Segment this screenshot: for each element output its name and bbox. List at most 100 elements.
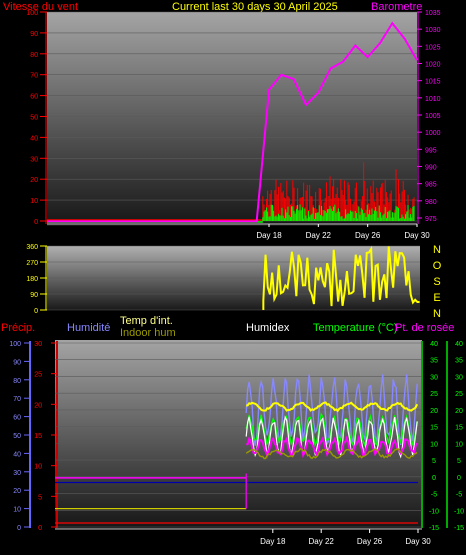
wind-speed-tick-label: 80 (30, 52, 38, 59)
humidex-line (245, 415, 418, 459)
wind-baro-x-axis: Day 18 Day 22 Day 26 Day 30 (47, 223, 430, 240)
wind-speed-tick-label: 50 (30, 115, 38, 122)
humidity-tick-label: 0 (17, 525, 21, 532)
rain-axis: 30 25 20 15 10 5 0 (34, 341, 57, 532)
wind-baro-x-tick-label: Day 18 (256, 231, 282, 240)
rain-tick-label: 25 (34, 372, 42, 379)
compass-label: O (433, 260, 442, 272)
humidity-tick-label: 100 (9, 341, 21, 348)
barometer-label: Barometre (371, 1, 422, 13)
humidity-line (245, 374, 418, 446)
wind-speed-tick-label: 30 (30, 156, 38, 163)
temp-tick-label-left: -5 (431, 492, 437, 499)
barometer-tick-label: 1005 (425, 113, 441, 120)
wind-speed-tick-label: 60 (30, 94, 38, 101)
compass-label: N (433, 308, 441, 320)
temp-tick-label-right: 0 (457, 475, 461, 482)
wind-speed-tick-label: 70 (30, 73, 38, 80)
temp-hum-x-tick-label: Day 22 (309, 537, 335, 546)
temperature-label: Temperature (°C) (313, 322, 397, 334)
wind-speed-tick-label: 20 (30, 177, 38, 184)
barometer-tick-label: 1020 (425, 62, 441, 69)
temp-tick-label-left: 15 (430, 425, 438, 432)
humidex-label: Humidex (246, 322, 290, 334)
barometer-tick-label: 975 (425, 216, 437, 223)
temp-tick-label-right: 25 (455, 391, 463, 398)
temp-tick-label-left: 25 (430, 391, 438, 398)
dewpoint-label: Pt. de rosée (395, 322, 454, 334)
barometer-tick-label: 990 (425, 165, 437, 172)
temp-int-label: Temp d'int. (120, 315, 173, 327)
temp-tick-label-right: 15 (455, 425, 463, 432)
barometer-tick-label: 1035 (425, 10, 441, 17)
wind-direction-tick-label: 270 (26, 260, 38, 267)
temp-hum-x-tick-label: Day 18 (260, 537, 286, 546)
humidity-tick-label: 50 (13, 433, 21, 440)
temp-tick-label-left: 35 (430, 358, 438, 365)
barometer-tick-label: 995 (425, 147, 437, 154)
temp-tick-label-left: 10 (430, 441, 438, 448)
wind-speed-tick-label: 10 (30, 198, 38, 205)
humidity-tick-label: 80 (13, 378, 21, 385)
rain-tick-label: 0 (38, 525, 42, 532)
barometer-tick-label: 1015 (425, 79, 441, 86)
barometer-tick-label: 980 (425, 199, 437, 206)
temp-tick-label-right: 30 (455, 374, 463, 381)
wind-speed-tick-label: 0 (34, 219, 38, 226)
wind-baro-plot-bg (47, 12, 417, 226)
wind-direction-line (262, 245, 420, 310)
temp-tick-label-right: 20 (455, 408, 463, 415)
rain-tick-label: 15 (34, 433, 42, 440)
humidity-tick-label: 90 (13, 359, 21, 366)
temp-int-line (246, 401, 419, 413)
compass-label: S (433, 276, 440, 288)
wind-speed-label: Vitesse du vent (3, 1, 78, 13)
temp-tick-label-right: 35 (455, 358, 463, 365)
rain-tick-label: 20 (34, 402, 42, 409)
wind-direction-tick-label: 180 (26, 276, 38, 283)
wind-speed-tick-label: 40 (30, 135, 38, 142)
barometer-tick-label: 1000 (425, 130, 441, 137)
temp-tick-label-left: 30 (430, 374, 438, 381)
temp-tick-label-left: 5 (432, 458, 436, 465)
temp-tick-label-left: 0 (432, 475, 436, 482)
wind-baro-x-tick-label: Day 26 (355, 231, 381, 240)
temp-tick-label-right: -5 (456, 492, 462, 499)
temp-tick-label-left: 40 (430, 341, 438, 348)
wind-baro-x-tick-label: Day 22 (306, 231, 332, 240)
wind-direction-axis: 360 270 180 90 0 (26, 244, 47, 315)
humidity-tick-label: 30 (13, 470, 21, 477)
temp-hum-x-tick-label: Day 26 (357, 537, 383, 546)
temp-hum-x-axis: Day 18 Day 22 Day 26 Day 30 (55, 528, 431, 546)
compass-label: E (433, 292, 440, 304)
indoor-hum-label: Indoor hum (120, 327, 176, 339)
wind-speed-tick-label: 100 (26, 10, 38, 17)
barometer-tick-label: 1025 (425, 44, 441, 51)
temp-tick-label-left: -15 (429, 525, 439, 532)
temp-hum-series (55, 374, 419, 524)
compass-label: N (433, 244, 441, 256)
wind-direction-tick-label: 90 (30, 292, 38, 299)
temp-tick-label-right: -15 (454, 525, 464, 532)
temp-tick-label-right: -10 (454, 508, 464, 515)
temp-axis-right: 40 35 30 25 20 15 10 5 0 -5 -10 -15 (454, 341, 464, 532)
temp-tick-label-right: 40 (455, 341, 463, 348)
barometer-axis: 1035 1030 1025 1020 1015 1010 1005 1000 995 990 98… (417, 10, 441, 224)
humidity-tick-label: 60 (13, 415, 21, 422)
temp-axis-left: 40 35 30 25 20 15 10 5 0 -5 -10 -15 (429, 341, 439, 532)
precip-label: Précip. (1, 322, 35, 334)
temp-tick-label-right: 10 (455, 441, 463, 448)
rain-tick-label: 10 (34, 464, 42, 471)
humidity-label: Humidité (67, 322, 110, 334)
temp-tick-label-left: -10 (429, 508, 439, 515)
temp-tick-label-right: 5 (457, 458, 461, 465)
humidity-tick-label: 20 (13, 488, 21, 495)
rain-tick-label: 30 (34, 341, 42, 348)
wind-direction-tick-label: 0 (34, 308, 38, 315)
wind-direction-tick-label: 360 (26, 244, 38, 251)
barometer-line (47, 21, 418, 223)
